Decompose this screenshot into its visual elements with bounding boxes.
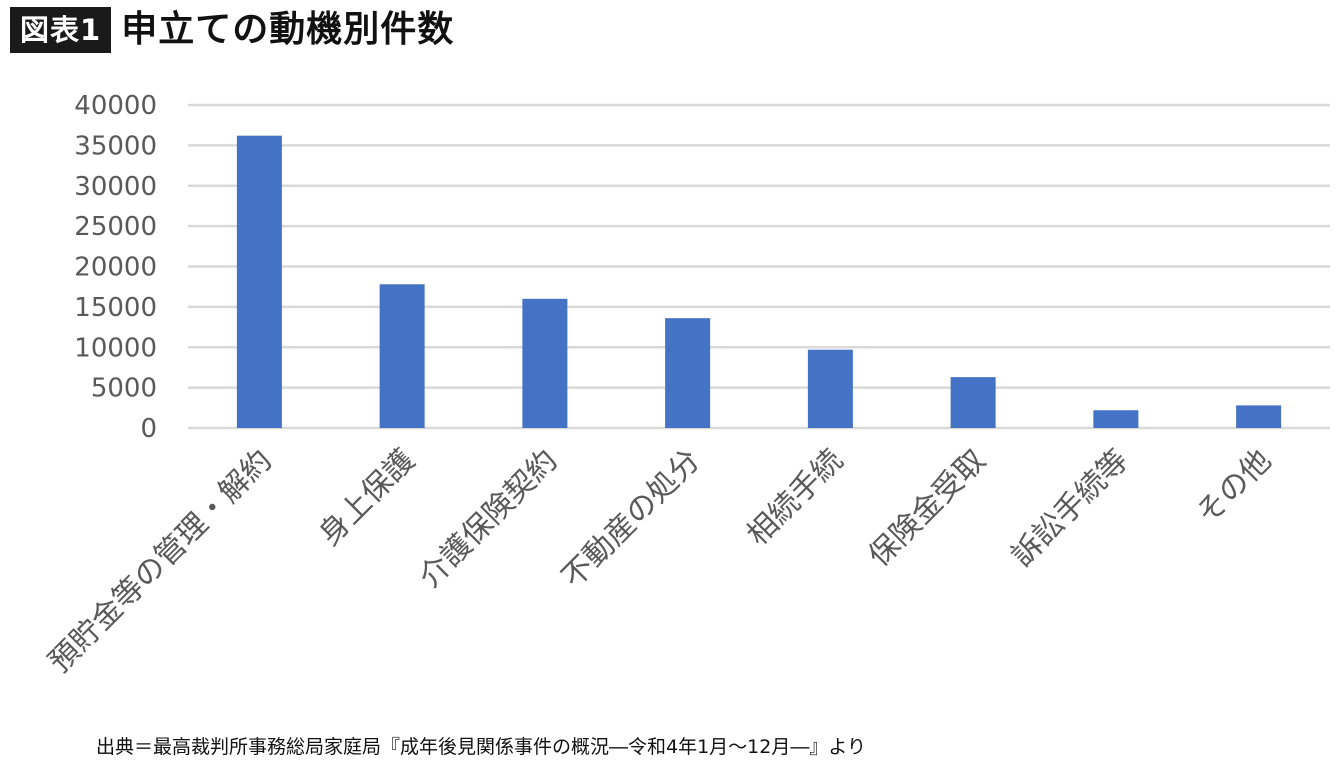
x-tick-label: 預貯金等の管理・解約 bbox=[42, 443, 279, 680]
y-tick-label: 25000 bbox=[74, 212, 157, 242]
y-tick-label: 20000 bbox=[74, 253, 157, 283]
bar bbox=[950, 377, 996, 428]
x-tick-label: 訴訟手続等 bbox=[1005, 443, 1136, 574]
y-tick-label: 35000 bbox=[74, 131, 157, 161]
x-tick-label: 相続手続 bbox=[740, 443, 850, 553]
y-tick-label: 40000 bbox=[74, 91, 157, 121]
bar bbox=[522, 298, 568, 428]
figure-badge: 図表1 bbox=[10, 7, 112, 53]
figure-header: 図表1 申立ての動機別件数 bbox=[10, 4, 454, 56]
source-note: 出典＝最高裁判所事務総局家庭局『成年後見関係事件の概況―令和4年1月～12月―』… bbox=[96, 736, 866, 758]
y-tick-label: 5000 bbox=[91, 374, 157, 404]
x-tick-label: その他 bbox=[1190, 443, 1278, 531]
bar bbox=[1236, 405, 1282, 428]
y-tick-label: 10000 bbox=[74, 333, 157, 363]
bar bbox=[1093, 410, 1139, 428]
chart-title: 申立ての動機別件数 bbox=[121, 9, 455, 50]
bar bbox=[236, 135, 282, 428]
bar bbox=[807, 349, 853, 428]
y-tick-label: 15000 bbox=[74, 293, 157, 323]
x-tick-label: 介護保険契約 bbox=[413, 443, 565, 595]
x-tick-label: 身上保護 bbox=[312, 443, 422, 553]
y-tick-label: 0 bbox=[140, 414, 157, 444]
y-tick-label: 30000 bbox=[74, 172, 157, 202]
bars bbox=[236, 135, 1282, 428]
gridlines bbox=[188, 103, 1330, 430]
bar bbox=[379, 284, 425, 428]
x-tick-label: 保険金受取 bbox=[862, 443, 993, 574]
x-tick-label: 不動産の処分 bbox=[555, 443, 707, 595]
bar bbox=[665, 318, 711, 428]
y-axis-tick-labels: 0 5000 10000 15000 20000 25000 30000 35000 40000 bbox=[74, 91, 157, 444]
